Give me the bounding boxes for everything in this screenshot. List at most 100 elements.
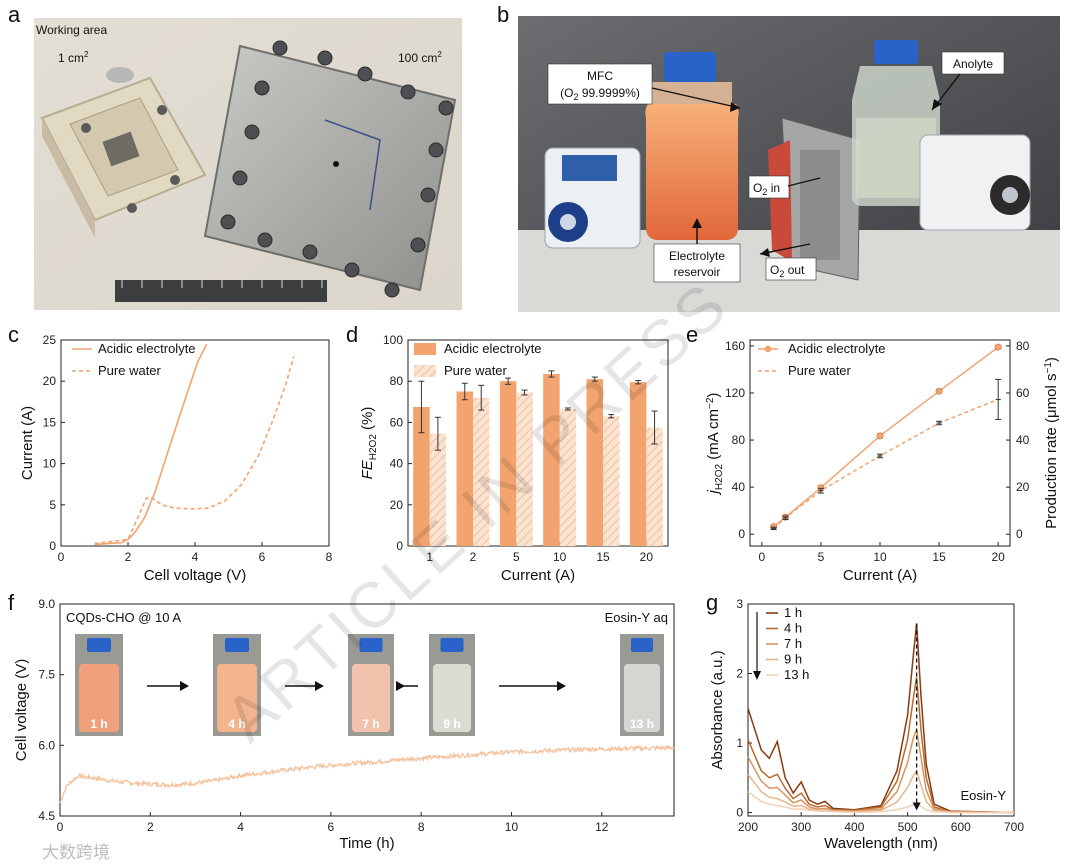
y-tick-label: 80 — [390, 374, 404, 388]
x-tick-label: 5 — [513, 550, 520, 564]
x-tick-label: 8 — [418, 820, 425, 834]
chart-c: c 0 2 4 6 8 0 5 10 15 20 25 Cell voltage (V) Curre… — [8, 322, 333, 584]
chart-d-bar-acidic — [586, 379, 603, 546]
o2-in-pointer-line — [787, 177, 821, 187]
y-tick-label: 60 — [390, 415, 404, 429]
chart-d-bar-acidic — [499, 381, 517, 546]
small-area-label: 1 cm2 — [58, 50, 89, 65]
chart-c-series — [94, 343, 295, 546]
y2-tick-label: 40 — [1016, 433, 1030, 447]
electrolyte-bottle-photo — [645, 52, 739, 240]
chart-d-bar-acidic — [456, 391, 473, 546]
anolyte-bottle-photo — [852, 40, 940, 206]
y-tick-label: 10 — [43, 457, 57, 471]
ruler-photo — [115, 280, 327, 302]
panel-g-letter: g — [706, 590, 718, 615]
chart-e-acidic-point — [935, 387, 943, 395]
chart-g-decay-arrowhead — [912, 802, 921, 811]
chart-f-bottle-liquid — [352, 664, 390, 732]
y-tick-label: 120 — [725, 386, 745, 400]
panel-b: b — [497, 2, 1060, 312]
panel-d-letter: d — [346, 322, 358, 347]
chart-f-photo-time-label: 7 h — [362, 717, 379, 731]
chart-g-eosin-label: Eosin-Y — [960, 788, 1006, 803]
chart-c-water-line — [94, 356, 295, 545]
chart-d-bar-acidic — [543, 373, 560, 546]
right-pump-photo — [919, 134, 1031, 231]
y-tick-label: 40 — [732, 480, 746, 494]
y-tick-label: 15 — [43, 415, 57, 429]
x-tick-label: 2 — [147, 820, 154, 834]
chart-f-sequence-arrowhead — [315, 681, 324, 691]
chart-f-photo-time-label: 13 h — [630, 717, 654, 731]
chart-f-bottle-cap — [359, 638, 383, 652]
chart-f-plot-frame — [59, 603, 675, 817]
chart-e-legend-acidic-marker — [764, 345, 772, 353]
chart-e-legend-water: Pure water — [788, 363, 852, 378]
x-tick-label: 0 — [58, 550, 65, 564]
y2-tick-label: 60 — [1016, 386, 1030, 400]
x-tick-label: 4 — [237, 820, 244, 834]
y-tick-label: 1 — [736, 736, 743, 750]
x-tick-label: 20 — [640, 550, 654, 564]
chart-f-bottle-cap — [225, 638, 249, 652]
x-tick-label: 15 — [596, 550, 610, 564]
mfc-callout-box — [547, 63, 653, 105]
chart-f-sequence-arrowhead — [557, 681, 566, 691]
y-tick-label: 2 — [736, 667, 743, 681]
y-tick-label: 5 — [49, 498, 56, 512]
electrolyzer-stack-photo — [768, 117, 861, 281]
chart-g-y-label: Absorbance (a.u.) — [709, 650, 726, 769]
x-tick-label: 10 — [873, 550, 887, 564]
anolyte-callout-box — [941, 51, 1005, 75]
x-tick-label: 0 — [758, 550, 765, 564]
o2-in-label: O2 in — [753, 181, 780, 197]
y2-tick-label: 20 — [1016, 480, 1030, 494]
x-tick-label: 8 — [326, 550, 333, 564]
y-tick-label: 0 — [738, 527, 745, 541]
panel-b-letter: b — [497, 2, 509, 27]
y-tick-label: 100 — [383, 333, 403, 347]
y2-tick-label: 0 — [1016, 527, 1023, 541]
chart-e-series — [770, 343, 1002, 531]
chart-d-bar-water — [429, 433, 447, 546]
chart-f-series — [59, 744, 675, 804]
chart-f-photo-time-label: 1 h — [90, 717, 107, 731]
anolyte-label: Anolyte — [953, 57, 993, 71]
chart-g-ticks: 200 300 400 500 600 700 0 1 2 3 — [736, 597, 1024, 834]
chart-f-bottle-liquid — [624, 664, 660, 732]
chart-c-acidic-line — [94, 343, 208, 546]
chart-g-legend: 1 h4 h7 h9 h13 h — [766, 605, 809, 682]
chart-f-bottle-liquid — [433, 664, 471, 732]
chart-g: g 200 300 400 500 600 700 0 1 2 3 Wavelength (nm)… — [706, 590, 1024, 852]
x-tick-label: 200 — [738, 820, 758, 834]
chart-f-voltage-trace — [59, 744, 675, 804]
mfc-purity-label: (O2 99.9999%) — [560, 86, 640, 102]
panel-f-letter: f — [8, 590, 15, 615]
chart-e-acidic-point — [876, 432, 884, 440]
chart-d-bar-water — [559, 409, 577, 546]
chart-f-ticks: 0 2 4 6 8 10 12 4.5 6.0 7.5 9.0 — [38, 597, 608, 834]
chart-d-bars — [413, 370, 663, 546]
chart-c-ticks: 0 2 4 6 8 0 5 10 15 20 25 — [43, 333, 333, 564]
chart-f-bottle-cap — [87, 638, 111, 652]
x-tick-label: 2 — [470, 550, 477, 564]
y-tick-label: 160 — [725, 339, 745, 353]
panel-c-letter: c — [8, 322, 19, 347]
chart-g-legend-label: 4 h — [784, 621, 802, 636]
x-tick-label: 2 — [125, 550, 132, 564]
mfc-pointer-line — [651, 87, 741, 109]
chart-g-legend-label: 13 h — [784, 667, 809, 682]
electrolyte-label-line1: Electrolyte — [669, 249, 725, 263]
chart-d-bar-water — [473, 397, 490, 546]
chart-f-sequence-arrowhead — [180, 681, 189, 691]
x-tick-label: 300 — [791, 820, 811, 834]
y-tick-label: 4.5 — [38, 809, 55, 823]
chart-f-photo-time-label: 9 h — [443, 717, 460, 731]
chart-e: e 0 5 10 15 20 0 40 80 120 160 0 20 40 60 80 Current (… — [686, 322, 1060, 584]
chart-e-acidic-point — [994, 343, 1002, 351]
x-tick-label: 12 — [595, 820, 609, 834]
chart-d-plot-frame — [407, 339, 669, 547]
y-tick-label: 7.5 — [38, 668, 55, 682]
x-tick-label: 400 — [844, 820, 864, 834]
